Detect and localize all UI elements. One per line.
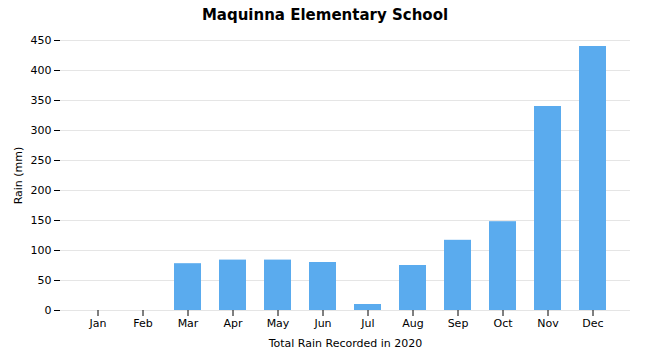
svg-text:Feb: Feb <box>133 317 152 330</box>
svg-text:200: 200 <box>31 184 52 197</box>
svg-text:450: 450 <box>31 34 52 47</box>
svg-text:Oct: Oct <box>493 317 513 330</box>
svg-text:250: 250 <box>31 154 52 167</box>
svg-text:350: 350 <box>31 94 52 107</box>
svg-text:Mar: Mar <box>178 317 199 330</box>
svg-text:400: 400 <box>31 64 52 77</box>
html-text:Maquinna Elementary School: Maquinna Elementary School <box>201 6 449 24</box>
svg-text:Rain (mm): Rain (mm) <box>12 147 25 205</box>
svg-text:Dec: Dec <box>582 317 603 330</box>
svg-text:Jul: Jul <box>360 317 374 330</box>
svg-text:0: 0 <box>45 304 52 317</box>
svg-text:50: 50 <box>38 274 52 287</box>
svg-text:Jan: Jan <box>89 317 107 330</box>
svg-text:Nov: Nov <box>537 317 559 330</box>
svg-text:Total Rain Recorded in 2020: Total Rain Recorded in 2020 <box>268 337 423 350</box>
svg-text:Jun: Jun <box>313 317 331 330</box>
svg-text:Apr: Apr <box>223 317 243 330</box>
svg-text:Aug: Aug <box>402 317 423 330</box>
svg-text:Sep: Sep <box>448 317 469 330</box>
svg-text:May: May <box>267 317 290 330</box>
svg-text:300: 300 <box>31 124 52 137</box>
svg-text:100: 100 <box>31 244 52 257</box>
svg-text:150: 150 <box>31 214 52 227</box>
